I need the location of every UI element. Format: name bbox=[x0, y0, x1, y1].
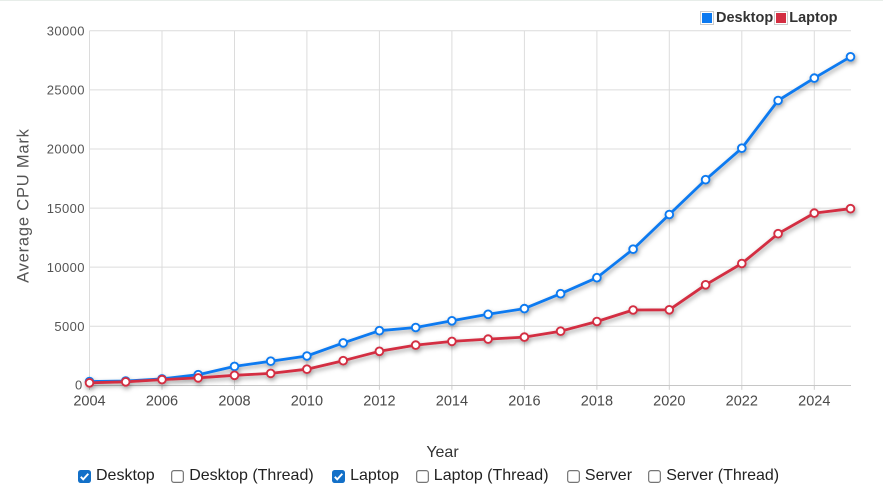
svg-text:2006: 2006 bbox=[146, 394, 178, 410]
svg-text:2020: 2020 bbox=[653, 394, 685, 410]
svg-text:10000: 10000 bbox=[47, 260, 85, 275]
svg-text:15000: 15000 bbox=[47, 201, 85, 216]
svg-text:2004: 2004 bbox=[73, 394, 105, 410]
svg-text:2022: 2022 bbox=[726, 394, 758, 410]
svg-text:5000: 5000 bbox=[54, 319, 85, 334]
svg-text:30000: 30000 bbox=[47, 24, 85, 39]
svg-text:20000: 20000 bbox=[47, 142, 85, 157]
svg-text:Average CPU Mark: Average CPU Mark bbox=[15, 128, 33, 283]
svg-text:2014: 2014 bbox=[436, 394, 468, 410]
svg-text:2010: 2010 bbox=[291, 394, 323, 410]
svg-text:2012: 2012 bbox=[363, 394, 395, 410]
svg-text:0: 0 bbox=[75, 378, 83, 393]
svg-text:2018: 2018 bbox=[581, 394, 613, 410]
svg-text:25000: 25000 bbox=[47, 83, 85, 98]
svg-text:2016: 2016 bbox=[508, 394, 540, 410]
svg-text:2008: 2008 bbox=[218, 394, 250, 410]
svg-text:2024: 2024 bbox=[798, 394, 830, 410]
